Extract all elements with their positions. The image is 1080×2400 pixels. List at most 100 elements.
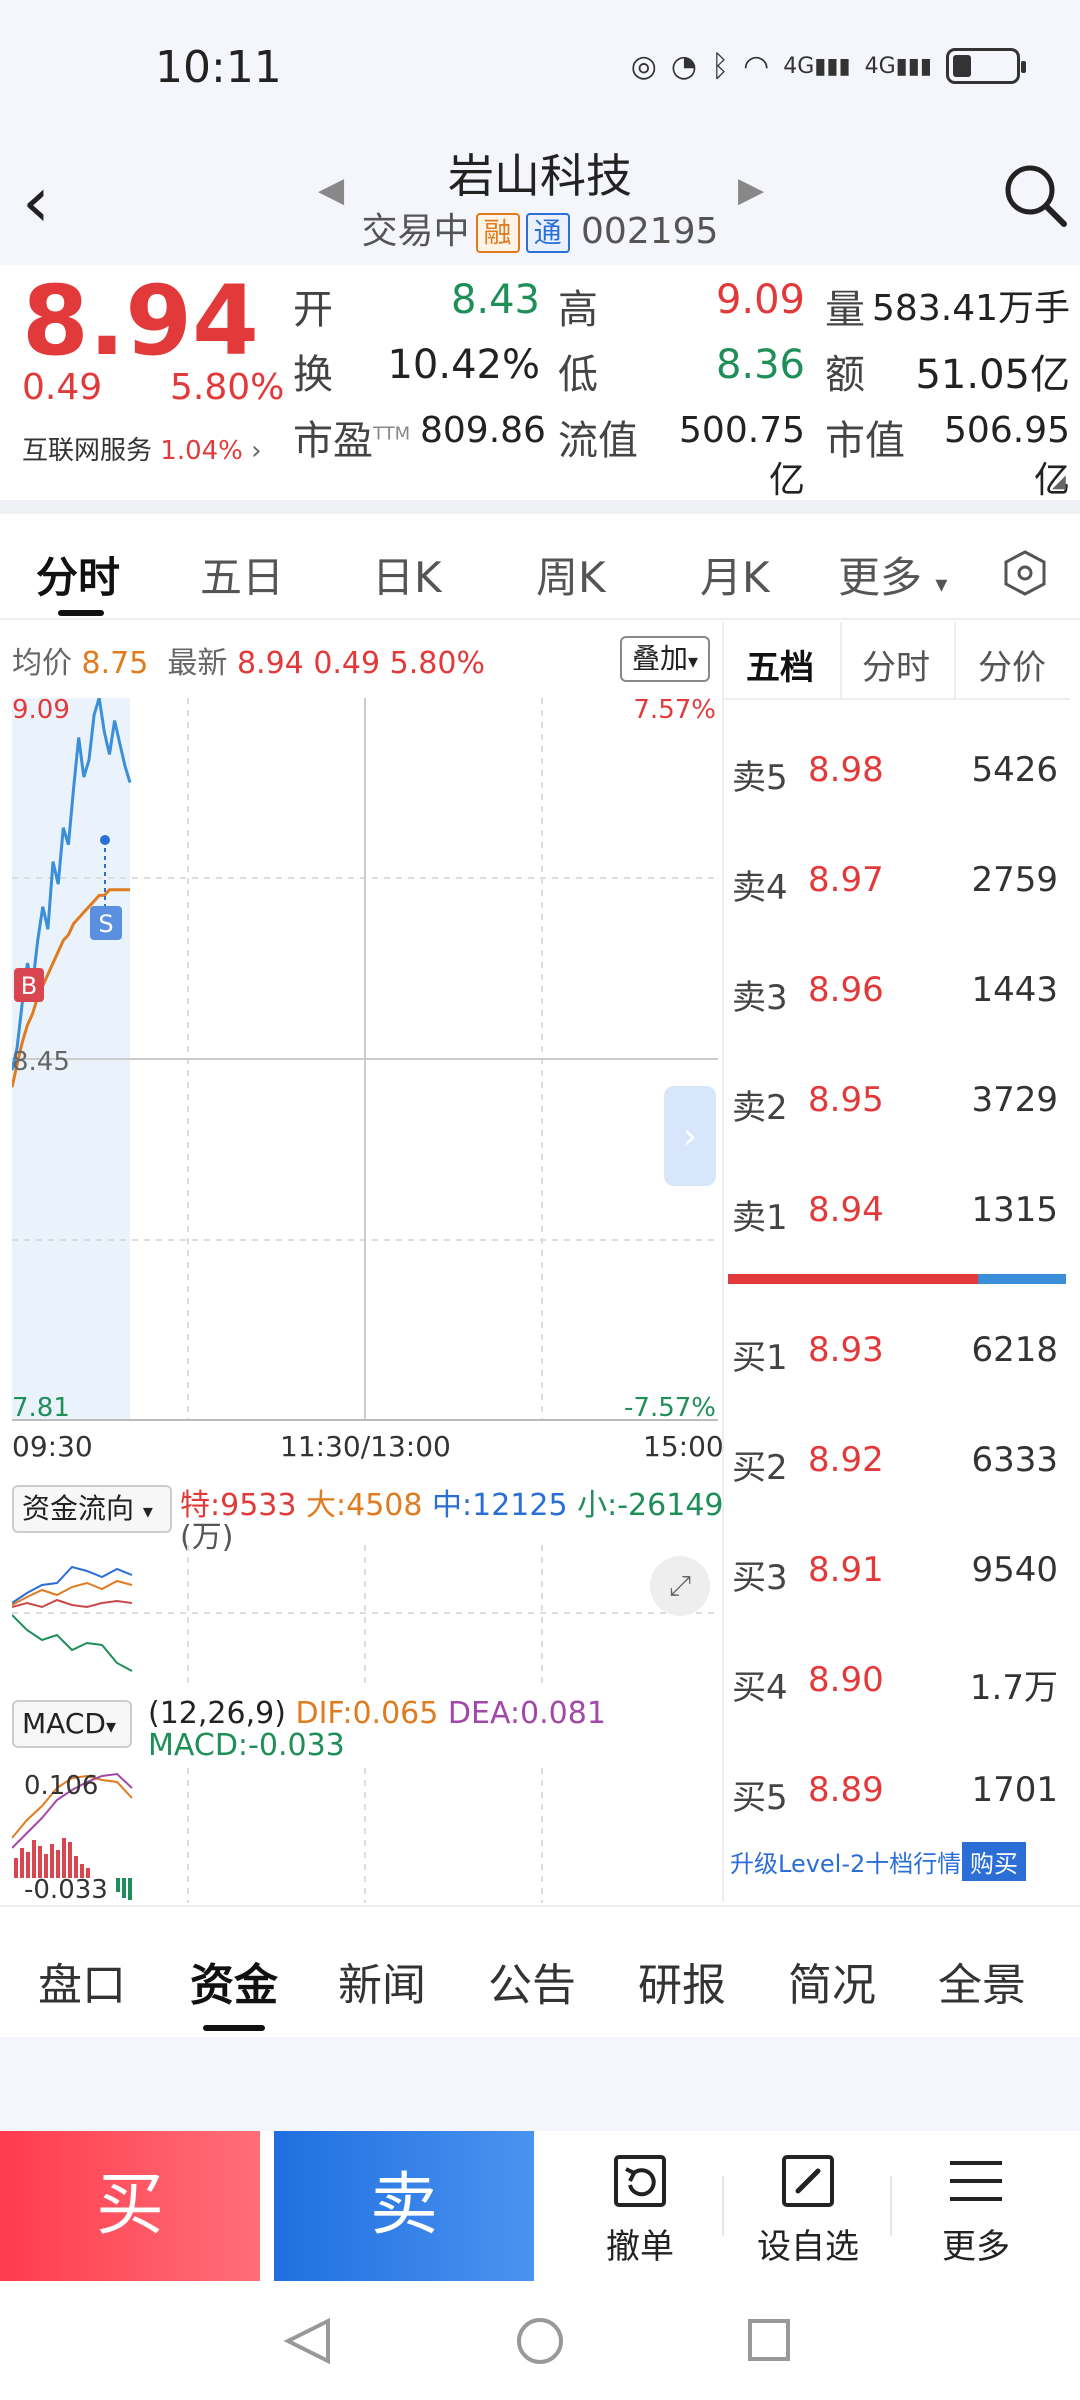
wifi-icon: ◠ — [743, 48, 770, 84]
macd-bar — [122, 1878, 126, 1898]
buy-button[interactable]: 买 — [0, 2131, 260, 2281]
section-divider — [0, 1905, 1080, 1907]
tab-funds[interactable]: 资金 — [190, 1960, 278, 2011]
bid-row[interactable]: 买5 8.89 1701 — [732, 1770, 1058, 1818]
dea-line — [12, 1772, 133, 1849]
speed-icon: ◔ — [670, 48, 698, 84]
tab-intraday[interactable]: 分时 — [36, 553, 121, 602]
tab-five-day[interactable]: 五日 — [200, 553, 285, 602]
tab-divider — [840, 622, 842, 700]
macd-bar — [26, 1852, 30, 1878]
level2-upgrade-link[interactable]: 升级Level-2十档行情 — [730, 1850, 962, 1878]
intraday-chart[interactable]: 9.09 8.45 7.81 7.57% -7.57% B S › — [12, 698, 718, 1428]
macd-params: (12,26,9) — [148, 1696, 286, 1731]
flow-special: 特:9533 — [180, 1488, 297, 1523]
low-label: 低 — [558, 352, 598, 398]
sector-link[interactable]: 互联网服务 1.04% › — [22, 430, 262, 467]
macd-bar — [128, 1878, 132, 1900]
y-max-label: 9.09 — [12, 698, 70, 725]
market-cap-label: 市值 — [825, 418, 905, 464]
tab-daily-k[interactable]: 日K — [372, 553, 442, 602]
nav-recent-icon[interactable] — [748, 2319, 790, 2361]
flow-large-line — [12, 1579, 133, 1606]
tab-more[interactable]: 更多 ▾ — [838, 553, 948, 602]
macd-values: (12,26,9) DIF:0.065 DEA:0.081 MACD:-0.03… — [148, 1698, 606, 1762]
macd-bar — [74, 1856, 78, 1878]
pe-label: 市盈TTM — [293, 418, 411, 464]
volume-value: 583.41万手 — [872, 288, 1070, 329]
macd-chart: 0.106 -0.033 — [12, 1768, 543, 1903]
prev-stock-icon[interactable]: ◀ — [318, 170, 345, 210]
undo-icon — [614, 2155, 666, 2207]
nav-home-icon[interactable] — [517, 2318, 563, 2364]
next-stock-icon[interactable]: ▶ — [738, 170, 765, 210]
side-panel-toggle[interactable] — [664, 1086, 716, 1186]
bid-row[interactable]: 买4 8.90 1.7万 — [732, 1660, 1058, 1708]
ask-row[interactable]: 卖4 8.97 2759 — [732, 860, 1058, 908]
level2-buy-button[interactable]: 购买 — [962, 1842, 1026, 1881]
status-time: 10:11 — [155, 42, 282, 93]
tab-market-depth[interactable]: 盘口 — [38, 1960, 126, 2011]
macd-dropdown[interactable]: MACD▾ — [12, 1700, 132, 1748]
avg-price-line — [12, 888, 130, 1088]
volume-label: 量 — [825, 287, 865, 333]
ask-row[interactable]: 卖5 8.98 5426 — [732, 750, 1058, 798]
caret-down-icon: ▾ — [105, 1714, 116, 1738]
bid-row[interactable]: 买1 8.93 6218 — [732, 1330, 1058, 1378]
tab-research[interactable]: 研报 — [638, 1960, 726, 2011]
market-cap-value: 506.95亿 — [944, 410, 1070, 501]
tab-tick[interactable]: 分时 — [862, 648, 930, 688]
tab-news[interactable]: 新闻 — [338, 1960, 426, 2011]
overlay-dropdown[interactable]: 叠加▾ — [620, 636, 710, 682]
sector-name: 互联网服务 — [22, 436, 153, 466]
tab-announcements[interactable]: 公告 — [488, 1960, 576, 2011]
expand-corner-icon[interactable]: ◢ — [1052, 471, 1066, 492]
tab-underline — [203, 2025, 265, 2031]
fund-flow-dropdown[interactable]: 资金流向 ▾ — [12, 1485, 172, 1533]
more-button[interactable]: 更多 — [906, 2151, 1046, 2268]
nav-back-icon[interactable] — [283, 2317, 330, 2365]
search-icon[interactable] — [1000, 160, 1070, 230]
cancel-order-button[interactable]: 撤单 — [570, 2151, 710, 2268]
bid-ratio — [978, 1274, 1066, 1284]
ask-row[interactable]: 卖2 8.95 3729 — [732, 1080, 1058, 1128]
bid-row[interactable]: 买2 8.92 6333 — [732, 1440, 1058, 1488]
tab-weekly-k[interactable]: 周K — [536, 553, 606, 602]
edit-icon — [782, 2155, 834, 2207]
back-icon[interactable]: ‹ — [22, 161, 50, 243]
turnover-value: 10.42% — [387, 342, 540, 388]
sell-button[interactable]: 卖 — [274, 2131, 534, 2281]
tab-profile[interactable]: 简况 — [788, 1960, 876, 2011]
macd-bar — [56, 1850, 60, 1878]
ask-row[interactable]: 卖3 8.96 1443 — [732, 970, 1058, 1018]
amount-label: 额 — [825, 352, 865, 398]
ask-row[interactable]: 卖1 8.94 1315 — [732, 1190, 1058, 1238]
stock-name: 岩山科技 — [448, 149, 632, 203]
tab-price-dist[interactable]: 分价 — [978, 648, 1046, 688]
chart-tabs: 分时 五日 日K 周K 月K 更多 ▾ — [0, 514, 1080, 620]
sell-marker[interactable] — [90, 906, 122, 940]
macd-y-min: -0.033 — [24, 1875, 108, 1903]
bottom-toolbar: 买 卖 撤单 设自选 更多 — [0, 2131, 1080, 2281]
macd-bar — [32, 1840, 36, 1878]
expand-icon[interactable]: ⤢ — [650, 1556, 710, 1616]
open-value: 8.43 — [450, 277, 540, 323]
pe-value: 809.86 — [420, 410, 546, 451]
bid-row[interactable]: 买3 8.91 9540 — [732, 1550, 1058, 1598]
x-end-label: 15:00 — [643, 1430, 724, 1463]
bid-ask-ratio-bar — [728, 1274, 1066, 1284]
macd-bar — [80, 1864, 84, 1878]
y-mid-label: 8.45 — [12, 1047, 70, 1077]
stock-subtitle: 交易中融通 002195 — [0, 202, 1080, 254]
buy-marker[interactable] — [14, 968, 44, 1002]
tab-monthly-k[interactable]: 月K — [700, 553, 770, 602]
section-divider — [0, 500, 1080, 514]
flow-small-line — [12, 1614, 133, 1672]
tab-overview[interactable]: 全景 — [938, 1960, 1026, 2011]
macd-bar — [44, 1854, 48, 1878]
add-watchlist-button[interactable]: 设自选 — [738, 2151, 878, 2268]
tab-five-levels[interactable]: 五档 — [746, 648, 814, 688]
tab-divider — [954, 622, 956, 700]
tab-underline — [58, 610, 104, 616]
settings-hexagon-icon[interactable] — [1000, 548, 1050, 598]
